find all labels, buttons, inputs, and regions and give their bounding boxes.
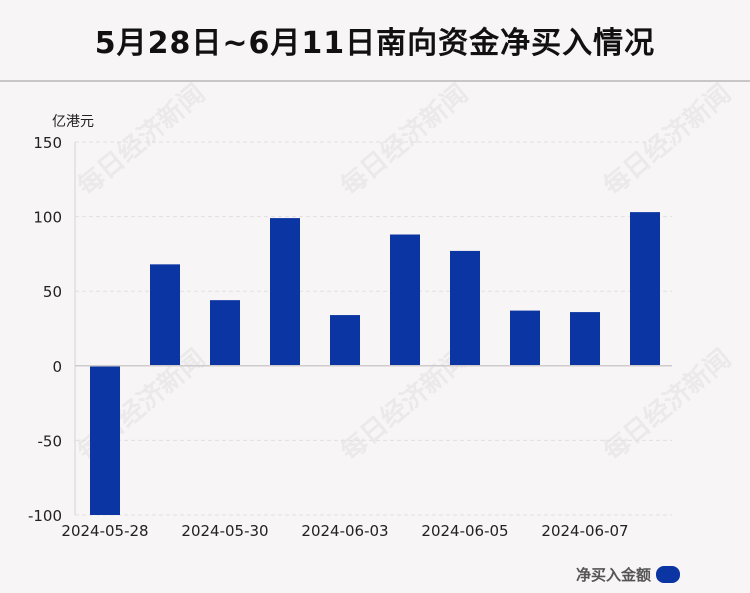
bar-2024-06-04 (390, 234, 420, 366)
bar-2024-05-31 (270, 218, 300, 366)
legend-label: 净买入金额 (576, 566, 652, 584)
chart-title: 5月28日~6月11日南向资金净买入情况 (94, 26, 656, 61)
x-tick-label: 2024-06-03 (301, 522, 388, 540)
bar-2024-06-05 (450, 250, 480, 366)
bar-2024-06-03 (330, 315, 360, 366)
bar-2024-05-28 (90, 365, 120, 515)
x-tick-label: 2024-05-28 (61, 522, 148, 540)
y-tick-label: -100 (28, 507, 62, 525)
x-tick-label: 2024-05-30 (181, 522, 268, 540)
x-tick-label: 2024-06-07 (541, 522, 628, 540)
legend-swatch (656, 566, 681, 583)
bar-2024-06-07 (570, 312, 600, 366)
y-tick-label: 0 (52, 358, 62, 376)
y-tick-label: 100 (33, 209, 62, 227)
legend: 净买入金额 (576, 564, 681, 585)
y-axis-unit-label: 亿港元 (52, 114, 94, 130)
title-divider (0, 80, 750, 82)
y-tick-label: 50 (43, 283, 62, 301)
bar-2024-06-06 (510, 310, 540, 366)
bar-2024-06-11 (630, 212, 660, 366)
x-tick-label: 2024-06-05 (421, 522, 508, 540)
bar-2024-05-29 (150, 264, 180, 366)
y-tick-label: -50 (38, 432, 63, 450)
y-tick-label: 150 (33, 134, 62, 152)
bar-2024-05-30 (210, 300, 240, 366)
